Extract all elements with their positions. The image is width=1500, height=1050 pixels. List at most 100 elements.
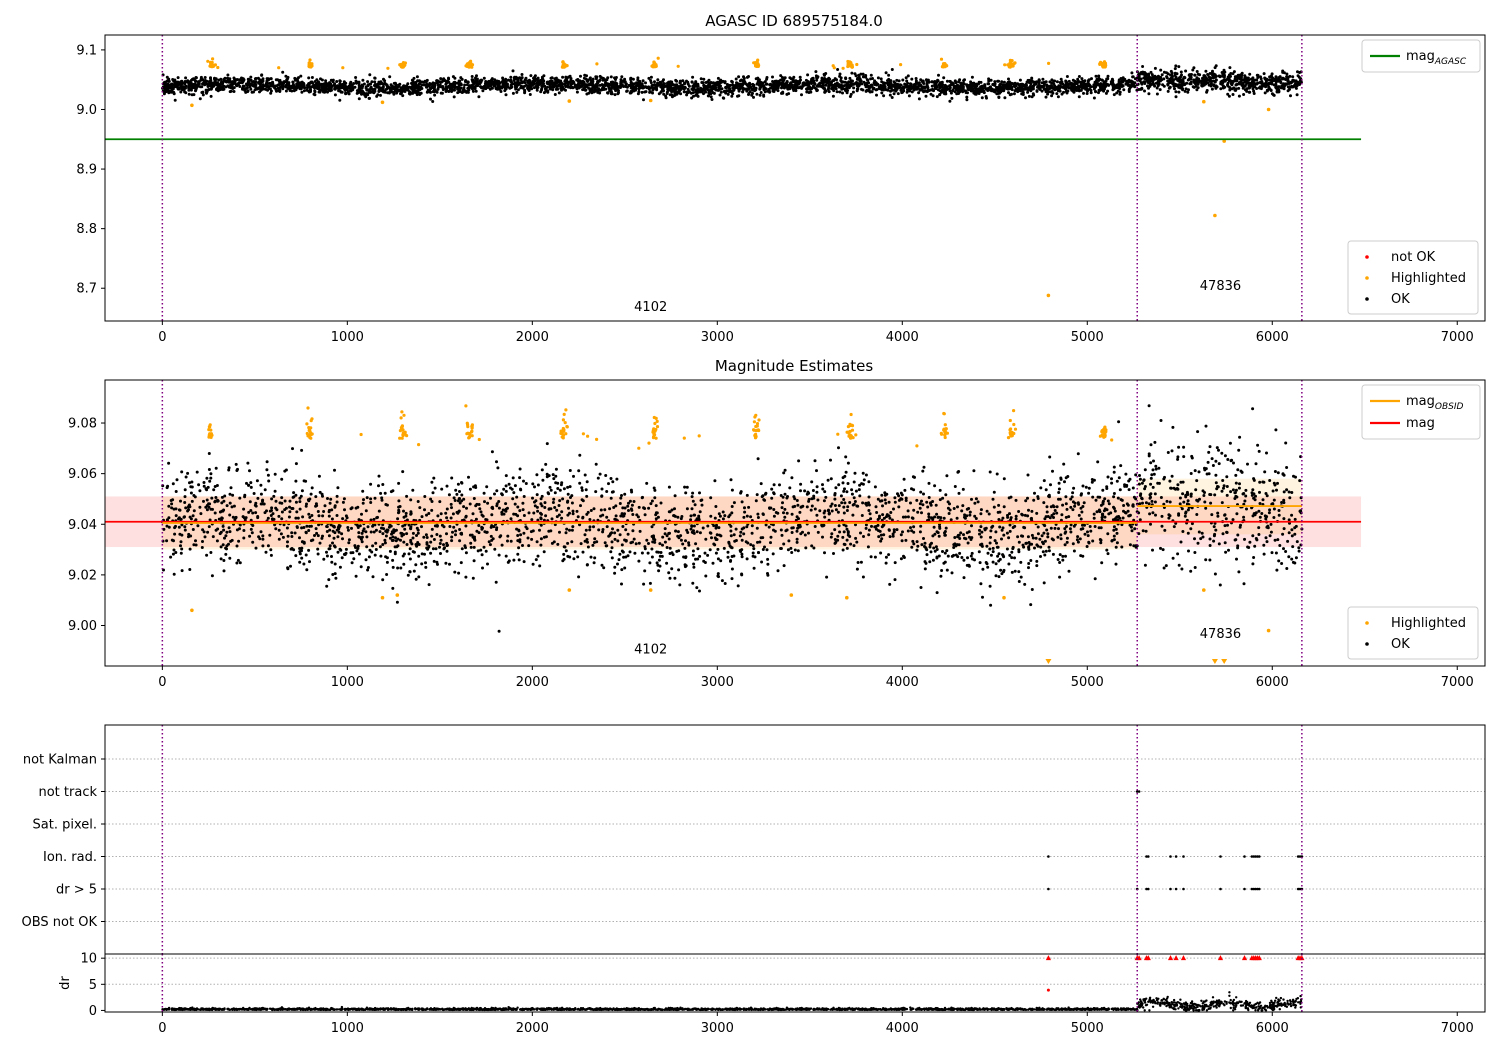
ok-point	[827, 90, 831, 94]
x-tick-label: 4000	[886, 330, 919, 345]
ok-point	[1000, 537, 1003, 541]
ok-point	[595, 86, 599, 89]
ok-point	[556, 78, 560, 82]
ok-point	[814, 70, 818, 74]
ok-point	[888, 93, 892, 97]
ok-point	[452, 95, 456, 99]
ok-point	[1186, 78, 1190, 82]
ok-point	[706, 524, 710, 528]
ok-point	[465, 90, 468, 94]
ok-point	[206, 88, 210, 92]
ok-point	[628, 550, 632, 554]
ok-point	[1112, 93, 1116, 97]
ok-point	[1033, 80, 1036, 84]
ok-point	[333, 86, 337, 90]
ok-point	[1263, 91, 1267, 95]
ok-point	[1139, 87, 1143, 91]
ok-point	[826, 87, 830, 91]
ok-point	[1085, 545, 1089, 548]
ok-point	[931, 94, 935, 98]
ok-point	[1192, 80, 1196, 84]
ok-point	[462, 90, 466, 93]
ok-point	[940, 80, 944, 84]
ok-point	[415, 89, 419, 93]
ok-point	[504, 474, 508, 478]
ok-point	[564, 75, 568, 79]
ok-point	[191, 528, 195, 531]
ok-point	[201, 90, 205, 94]
ok-point	[430, 527, 434, 531]
ok-point	[473, 87, 477, 91]
ok-point	[714, 551, 718, 555]
ok-point	[725, 83, 729, 86]
ok-point	[599, 508, 603, 512]
ok-point	[1065, 81, 1069, 85]
ok-point	[1128, 543, 1132, 547]
ok-point	[1179, 70, 1183, 74]
ok-point	[661, 87, 665, 91]
ok-point	[1066, 89, 1070, 93]
ok-point	[596, 79, 600, 83]
ok-point	[432, 83, 436, 87]
ok-point	[991, 546, 995, 550]
ok-point	[356, 81, 359, 85]
ok-point	[447, 76, 450, 80]
ok-point	[322, 82, 325, 86]
ok-point	[529, 74, 533, 78]
ok-point	[986, 89, 990, 92]
ok-point	[414, 577, 418, 581]
ok-point	[730, 567, 734, 571]
ok-point	[266, 88, 270, 92]
ok-point	[813, 82, 817, 85]
ok-point	[702, 92, 705, 96]
ok-point	[1177, 90, 1181, 94]
ok-point	[810, 82, 813, 85]
ok-point	[541, 81, 545, 85]
ok-point	[530, 87, 534, 91]
ok-point	[965, 98, 969, 102]
ok-point	[793, 79, 797, 83]
ok-point	[908, 85, 912, 89]
ok-point	[1241, 81, 1245, 85]
ok-point	[384, 87, 388, 91]
ok-point	[321, 514, 325, 518]
ok-point	[1071, 89, 1075, 93]
ok-point	[672, 89, 676, 93]
ok-point	[844, 455, 848, 459]
ok-point	[910, 90, 914, 94]
ok-point	[659, 90, 663, 94]
ok-point	[553, 77, 557, 81]
ok-point	[373, 89, 377, 93]
ok-point	[1031, 87, 1035, 91]
ok-point	[701, 81, 705, 85]
ok-point	[797, 82, 801, 86]
ok-point	[904, 76, 908, 80]
ok-point	[276, 86, 280, 90]
ok-point	[1188, 73, 1192, 77]
ok-point	[444, 511, 448, 515]
ok-point	[184, 76, 188, 80]
ok-point	[1002, 80, 1006, 84]
ok-point	[674, 78, 678, 82]
ok-point	[977, 80, 981, 84]
ok-point	[867, 509, 871, 512]
ok-point	[780, 81, 784, 85]
ok-point	[307, 76, 311, 80]
ok-point	[835, 90, 839, 94]
ok-point	[1270, 72, 1274, 76]
ok-point	[164, 90, 168, 94]
ok-point	[354, 76, 358, 79]
ok-point	[1045, 510, 1049, 514]
ok-point	[954, 80, 958, 84]
ok-point	[440, 80, 443, 84]
ok-point	[838, 72, 842, 76]
ok-point	[949, 91, 953, 95]
ok-point	[1091, 539, 1095, 543]
ok-point	[796, 503, 800, 507]
ok-point	[781, 90, 785, 94]
x-tick-label: 5000	[1071, 330, 1104, 345]
ok-point	[367, 555, 371, 559]
ok-point	[371, 88, 374, 91]
